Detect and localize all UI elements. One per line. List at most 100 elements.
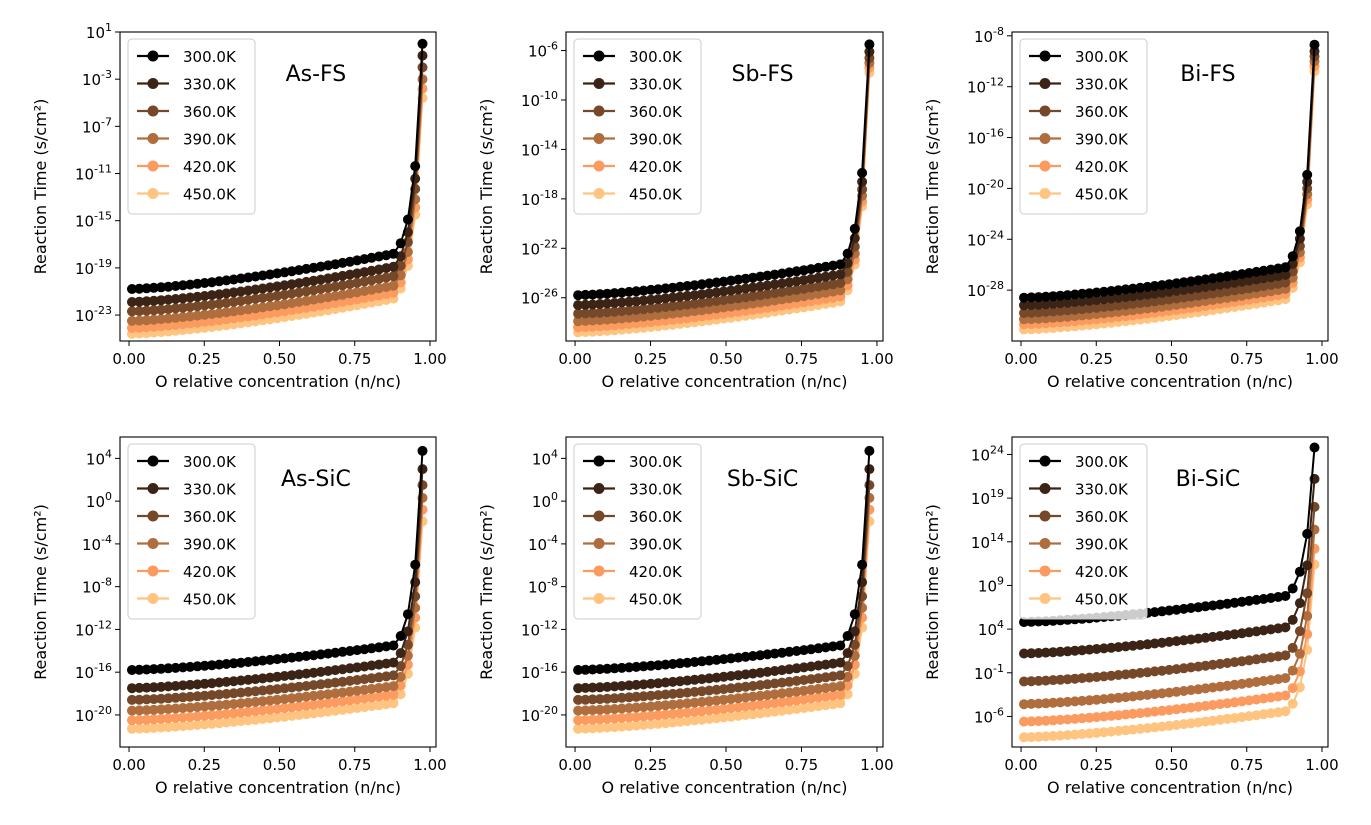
data-point <box>127 315 137 326</box>
data-point <box>199 316 210 327</box>
data-point <box>580 682 591 693</box>
data-point <box>163 663 174 674</box>
data-point <box>170 662 181 673</box>
data-point <box>733 710 744 721</box>
legend-marker <box>147 483 159 494</box>
data-point <box>373 683 384 693</box>
data-point <box>301 681 312 691</box>
data-point <box>1033 716 1044 727</box>
data-point <box>704 655 715 666</box>
data-point <box>806 282 817 293</box>
series-330.0K <box>127 50 428 307</box>
data-point <box>1019 292 1029 303</box>
data-point <box>1200 274 1211 285</box>
data-point <box>185 720 196 731</box>
data-point <box>163 281 174 292</box>
data-point <box>228 688 239 699</box>
data-point <box>740 299 751 310</box>
data-point <box>221 275 232 286</box>
legend-marker <box>593 483 605 494</box>
legend-marker <box>593 78 605 89</box>
data-point <box>726 683 736 694</box>
data-point <box>1127 668 1138 679</box>
plot-area <box>573 445 875 734</box>
data-point <box>1186 685 1196 696</box>
legend-item: 300.0K <box>583 48 683 66</box>
data-point <box>645 310 656 321</box>
data-point <box>134 723 145 734</box>
x-tick-label: 0.25 <box>188 350 221 368</box>
data-point <box>148 295 159 306</box>
data-point <box>1084 303 1095 314</box>
data-point <box>747 298 758 309</box>
data-point <box>784 696 795 707</box>
data-point <box>1127 708 1138 719</box>
data-point <box>272 703 283 714</box>
data-point <box>667 709 678 719</box>
data-point <box>199 300 210 311</box>
data-point <box>250 656 261 667</box>
data-point <box>294 692 304 703</box>
data-point <box>1200 632 1211 643</box>
data-point <box>675 708 685 719</box>
data-point <box>1113 692 1124 703</box>
data-point <box>1127 724 1138 735</box>
series-360.0K <box>1019 51 1320 318</box>
data-point <box>206 678 217 689</box>
data-point <box>1244 711 1255 722</box>
plot-area <box>573 39 875 338</box>
data-point <box>170 703 181 714</box>
data-point <box>594 307 605 318</box>
data-point <box>638 285 649 296</box>
data-point <box>388 698 399 709</box>
data-point <box>330 697 341 708</box>
data-point <box>740 669 751 680</box>
legend-marker <box>1039 593 1051 604</box>
legend-item: 330.0K <box>1029 76 1129 94</box>
data-point <box>250 686 261 697</box>
legend-label: 420.0K <box>629 563 683 581</box>
data-point <box>645 701 656 712</box>
data-point <box>733 284 744 295</box>
data-point <box>849 609 860 620</box>
data-point <box>594 315 605 326</box>
legend-marker <box>1039 510 1051 522</box>
legend-item: 360.0K <box>583 103 683 121</box>
data-point <box>1309 39 1320 50</box>
y-tick-label: 10-23 <box>75 304 112 325</box>
data-point <box>1244 283 1255 294</box>
data-point <box>1164 687 1175 698</box>
data-point <box>257 309 268 320</box>
data-point <box>1026 307 1037 318</box>
data-point <box>689 280 700 291</box>
data-point <box>1069 673 1080 684</box>
panel-title: Sb-SiC <box>727 467 798 492</box>
data-point <box>1120 692 1131 703</box>
data-point <box>704 673 715 684</box>
data-point <box>747 709 758 720</box>
data-point <box>587 694 598 705</box>
data-point <box>148 682 159 693</box>
data-point <box>791 663 802 674</box>
x-tick-label: 0.00 <box>1004 350 1037 368</box>
data-point <box>134 322 145 333</box>
x-tick-label: 0.00 <box>112 350 145 368</box>
data-point <box>337 696 348 707</box>
data-point <box>631 296 642 307</box>
data-point <box>177 662 188 673</box>
data-point <box>1098 302 1109 312</box>
x-tick-label: 0.00 <box>558 350 591 368</box>
data-point <box>675 307 685 318</box>
data-point <box>1265 593 1276 603</box>
data-point <box>602 307 613 318</box>
data-point <box>279 694 290 704</box>
legend-item: 300.0K <box>1029 453 1129 471</box>
data-point <box>395 648 406 659</box>
data-point <box>740 692 751 703</box>
y-tick-label: 10-3 <box>82 68 112 89</box>
data-point <box>250 714 261 725</box>
legend-label: 390.0K <box>1075 131 1129 149</box>
data-point <box>675 699 685 709</box>
data-point <box>718 302 729 313</box>
x-tick-label: 0.75 <box>785 350 818 368</box>
